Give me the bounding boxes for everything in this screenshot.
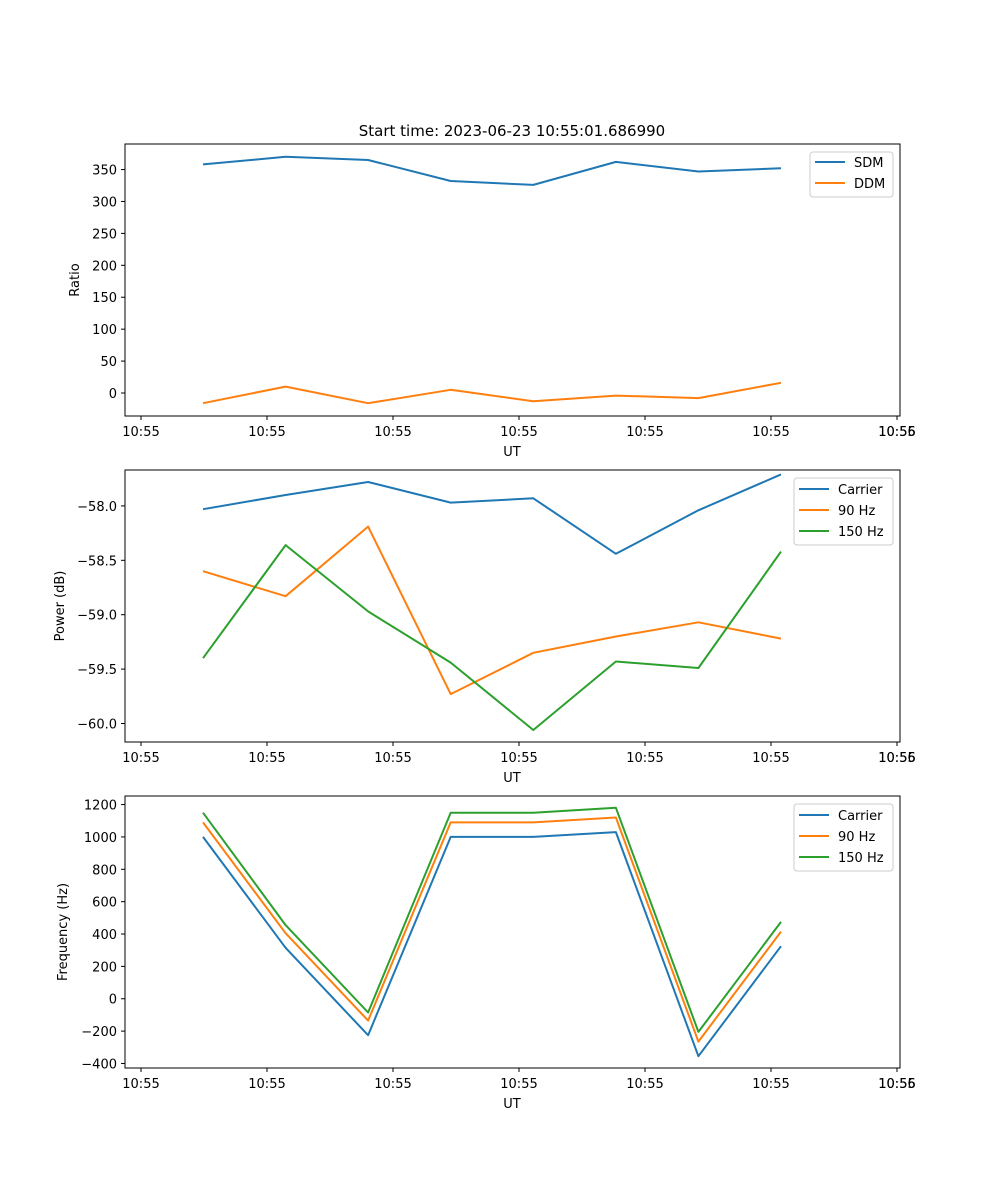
power-plot-frame [124,469,901,743]
power-series-line-90hz [202,525,782,696]
x-tick-label: 10:56 [878,1077,915,1092]
y-tick-label: 1000 [84,831,117,846]
y-tick-label: −60.0 [77,718,117,733]
power-lines [202,473,782,731]
frequency-plot-frame [124,795,901,1069]
x-tick-label: 10:55 [248,751,285,766]
legend-label-90hz: 90 Hz [838,504,875,519]
x-tick-label: 10:55 [500,425,537,440]
ratio-series-line-sdm [202,155,782,186]
y-tick-label: −59.5 [77,663,117,678]
frequency-legend: Carrier 90 Hz 150 Hz [793,803,894,872]
legend-label-carrier: Carrier [838,809,883,824]
x-tick-label: 10:55 [248,425,285,440]
chart-title: Start time: 2023-06-23 10:55:01.686990 [359,122,665,140]
x-tick-label: 10:55 [248,1077,285,1092]
y-tick-label: 150 [92,291,117,306]
ratio-series-line-ddm [202,381,782,405]
x-tick-label: 10:55 [878,425,915,440]
frequency-x-axis-label: UT [503,1097,521,1112]
ratio-y-axis-label: Ratio [68,263,83,296]
legend-label-sdm: SDM [854,156,883,171]
x-tick-label: 10:55 [752,1077,789,1092]
frequency-panel: 10:55 10:55 10:55 10:55 10:55 10:55 10:5510:56… [56,795,916,1112]
y-tick-label: 600 [92,896,117,911]
legend-box [793,803,894,872]
y-tick-label: −59.0 [77,609,117,624]
x-tick-label: 10:55 [752,751,789,766]
y-tick-label: 350 [92,164,117,179]
x-tick-label: 10:55 [752,425,789,440]
x-tick-label: 10:55 [500,1077,537,1092]
y-tick-label: −200 [81,1025,117,1040]
frequency-y-axis-label: Frequency (Hz) [56,883,71,981]
legend-label-150hz: 150 Hz [838,851,884,866]
y-tick-label: 800 [92,863,117,878]
frequency-series-line-90hz [202,816,782,1043]
x-tick-label: 10:55 [626,425,663,440]
power-y-axis-label: Power (dB) [53,571,68,642]
power-legend: Carrier 90 Hz 150 Hz [793,477,894,546]
y-tick-label: 0 [109,387,117,402]
x-tick-label: 10:56 [878,751,915,766]
legend-box [793,477,894,546]
y-tick-label: 0 [109,993,117,1008]
x-tick-label: 10:55 [122,425,159,440]
power-y-ticks: −60.0 −59.5 −59.0 −58.5 −58.0 [77,500,125,733]
ratio-lines [202,155,782,405]
x-tick-label: 10:56 [878,425,915,440]
ratio-y-ticks: 0 50 100 150 200 250 300 350 [92,164,125,402]
ratio-plot-frame [124,143,901,417]
power-panel: 10:55 10:55 10:55 10:55 10:55 10:55 10:5510:56… [53,469,916,786]
y-tick-label: 250 [92,227,117,242]
y-tick-label: 400 [92,928,117,943]
legend-box [809,151,894,198]
y-tick-label: −58.5 [77,554,117,569]
x-tick-label: 10:55 [626,1077,663,1092]
x-tick-label: 10:55 [878,1077,915,1092]
y-tick-label: −58.0 [77,500,117,515]
legend-label-carrier: Carrier [838,483,883,498]
x-tick-label: 10:55 [122,1077,159,1092]
legend-label-90hz: 90 Hz [838,830,875,845]
x-tick-label: 10:55 [122,751,159,766]
y-tick-label: 200 [92,960,117,975]
ratio-x-axis-label: UT [503,445,521,460]
x-tick-label: 10:55 [374,1077,411,1092]
x-tick-label: 10:55 [374,425,411,440]
x-tick-label: 10:55 [500,751,537,766]
power-x-axis-label: UT [503,771,521,786]
power-series-line-carrier [202,473,782,555]
x-tick-label: 10:55 [374,751,411,766]
x-tick-label: 10:55 [626,751,663,766]
ratio-panel: Start time: 2023-06-23 10:55:01.686990 1… [68,122,916,460]
y-tick-label: 300 [92,195,117,210]
x-tick-label: 10:55 [878,751,915,766]
frequency-series-line-150hz [202,806,782,1033]
frequency-y-ticks: −400 −200 0 200 400 600 800 1000 1200 [81,799,125,1072]
frequency-lines [202,806,782,1058]
y-tick-label: −400 [81,1057,117,1072]
legend-label-ddm: DDM [854,177,885,192]
ratio-legend: SDM DDM [809,151,894,198]
power-series-line-150hz [202,544,782,731]
y-tick-label: 50 [100,355,117,370]
y-tick-label: 200 [92,259,117,274]
y-tick-label: 100 [92,323,117,338]
y-tick-label: 1200 [84,799,117,814]
legend-label-150hz: 150 Hz [838,525,884,540]
frequency-series-line-carrier [202,831,782,1058]
